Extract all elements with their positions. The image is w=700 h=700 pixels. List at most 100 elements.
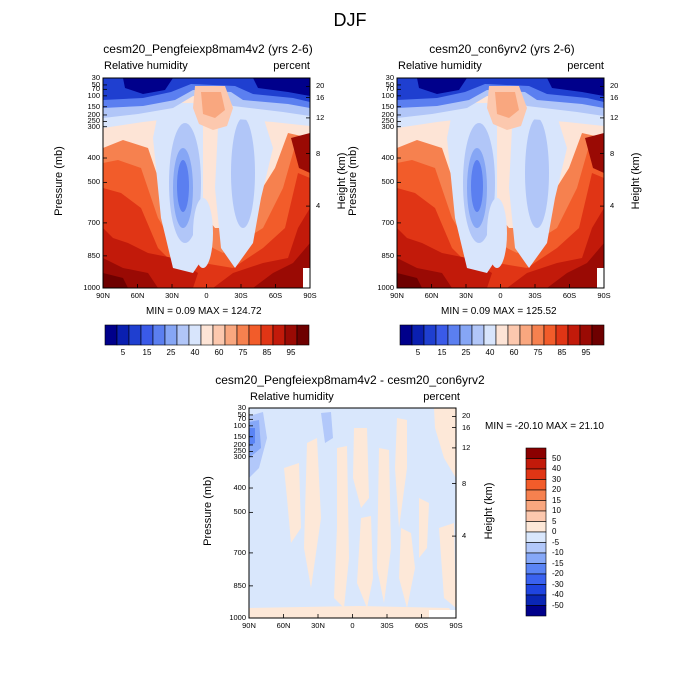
colorbar-box: [224, 324, 238, 346]
x-tick-label: 60S: [562, 291, 577, 300]
panel2-plot: [396, 77, 605, 289]
panel2-ylabel: Pressure (mb): [347, 146, 359, 216]
colorbar-box: [212, 324, 226, 346]
y-tick-label: 1000: [377, 283, 394, 292]
x-tick-label: 30N: [459, 291, 473, 300]
y-tick-label: 700: [381, 217, 394, 227]
colorbar-box: [164, 324, 178, 346]
panel1-ylabel: Pressure (mb): [53, 146, 65, 216]
colorbar-label: -15: [552, 558, 564, 568]
colorbar-box: [296, 324, 310, 346]
y-tick-label: 500: [87, 177, 100, 187]
colorbar-label: 25: [166, 348, 176, 357]
colorbar-box: [525, 605, 547, 617]
x-tick-label: 90S: [597, 291, 611, 300]
panel1-title: cesm20_Pengfeiexp8mam4v2 (yrs 2-6): [103, 42, 313, 56]
colorbar-label: 40: [190, 348, 200, 357]
colorbar-box: [525, 510, 547, 522]
right-tick-label: 20: [316, 81, 325, 91]
y-tick-label: 500: [233, 507, 246, 517]
colorbar-label: 0: [552, 527, 557, 536]
colorbar-box: [176, 324, 190, 346]
colorbar-box: [104, 324, 118, 346]
colorbar-box: [525, 594, 547, 606]
panel1-right-string: percent: [273, 60, 310, 72]
y-tick-label: 150: [87, 101, 100, 111]
colorbar-box: [495, 324, 509, 346]
colorbar-box: [399, 324, 413, 346]
x-tick-label: 90N: [96, 291, 110, 300]
x-tick-label: 30N: [311, 621, 325, 630]
colorbar-box: [483, 324, 497, 346]
colorbar-box: [525, 542, 547, 554]
y-tick-label: 50: [385, 79, 394, 89]
colorbar-box: [260, 324, 274, 346]
y-tick-label: 250: [381, 116, 394, 126]
y-tick-label: 250: [233, 446, 246, 456]
right-tick-label: 16: [462, 422, 471, 432]
y-tick-label: 100: [87, 90, 100, 100]
colorbar-box: [531, 324, 545, 346]
colorbar-box: [471, 324, 485, 346]
right-tick-label: 12: [610, 112, 619, 122]
y-tick-label: 150: [233, 431, 246, 441]
y-tick-label: 1000: [83, 283, 100, 292]
y-tick-label: 400: [87, 153, 100, 162]
right-tick-label: 20: [610, 81, 619, 91]
colorbar-label: 50: [552, 453, 561, 463]
colorbar-box: [525, 563, 547, 575]
colorbar-box: [248, 324, 262, 346]
panel2-ylabel-right: Height (km): [630, 152, 642, 210]
colorbar-label: 85: [557, 348, 567, 357]
panel1-left-string: Relative humidity: [104, 60, 188, 72]
panel3-ylabel-right: Height (km): [483, 482, 495, 540]
colorbar-box: [525, 468, 547, 480]
panel3-title: cesm20_Pengfeiexp8mam4v2 - cesm20_con6yr…: [215, 373, 485, 387]
right-tick-label: 4: [610, 201, 615, 211]
right-tick-label: 8: [316, 148, 321, 158]
x-tick-label: 90S: [303, 291, 317, 300]
colorbar-box: [525, 552, 547, 564]
x-tick-label: 90S: [449, 621, 463, 630]
colorbar-label: 95: [286, 348, 296, 357]
right-tick-label: 16: [610, 92, 619, 102]
colorbar-label: 75: [533, 348, 543, 357]
colorbar-label: 75: [238, 348, 248, 357]
colorbar-box: [200, 324, 214, 346]
y-tick-label: 400: [233, 483, 246, 492]
colorbar-label: 20: [552, 485, 561, 494]
figure-title: DJF: [333, 10, 367, 30]
colorbar-box: [507, 324, 521, 346]
y-tick-label: 70: [237, 414, 246, 424]
panel1-plot: [102, 77, 311, 289]
colorbar-box: [152, 324, 166, 346]
right-tick-label: 4: [316, 201, 321, 211]
colorbar-box: [272, 324, 286, 346]
right-tick-label: 4: [462, 531, 467, 541]
colorbar-box: [128, 324, 142, 346]
colorbar-box: [459, 324, 473, 346]
y-tick-label: 150: [381, 101, 394, 111]
y-tick-label: 100: [381, 90, 394, 100]
colorbar-box: [525, 447, 547, 459]
y-tick-label: 700: [87, 217, 100, 227]
y-tick-label: 500: [381, 177, 394, 187]
colorbar-label: 15: [552, 495, 561, 505]
y-tick-label: 50: [91, 79, 100, 89]
colorbar-label: 5: [120, 348, 126, 357]
y-tick-label: 30: [385, 73, 394, 82]
colorbar-box: [555, 324, 569, 346]
colorbar-box: [236, 324, 250, 346]
x-tick-label: 60N: [424, 291, 439, 300]
y-tick-label: 1000: [229, 613, 246, 622]
right-tick-label: 8: [610, 148, 615, 158]
panel1-minmax: MIN = 0.09 MAX = 124.72: [146, 306, 262, 317]
y-tick-label: 200: [233, 439, 246, 449]
colorbar-label: 15: [437, 348, 447, 357]
colorbar-label: -50: [552, 600, 564, 610]
colorbar-label: -30: [552, 579, 564, 589]
right-tick-label: 16: [316, 92, 325, 102]
colorbar-label: -20: [552, 569, 564, 578]
y-tick-label: 100: [233, 420, 246, 430]
colorbar-label: 25: [461, 348, 471, 357]
